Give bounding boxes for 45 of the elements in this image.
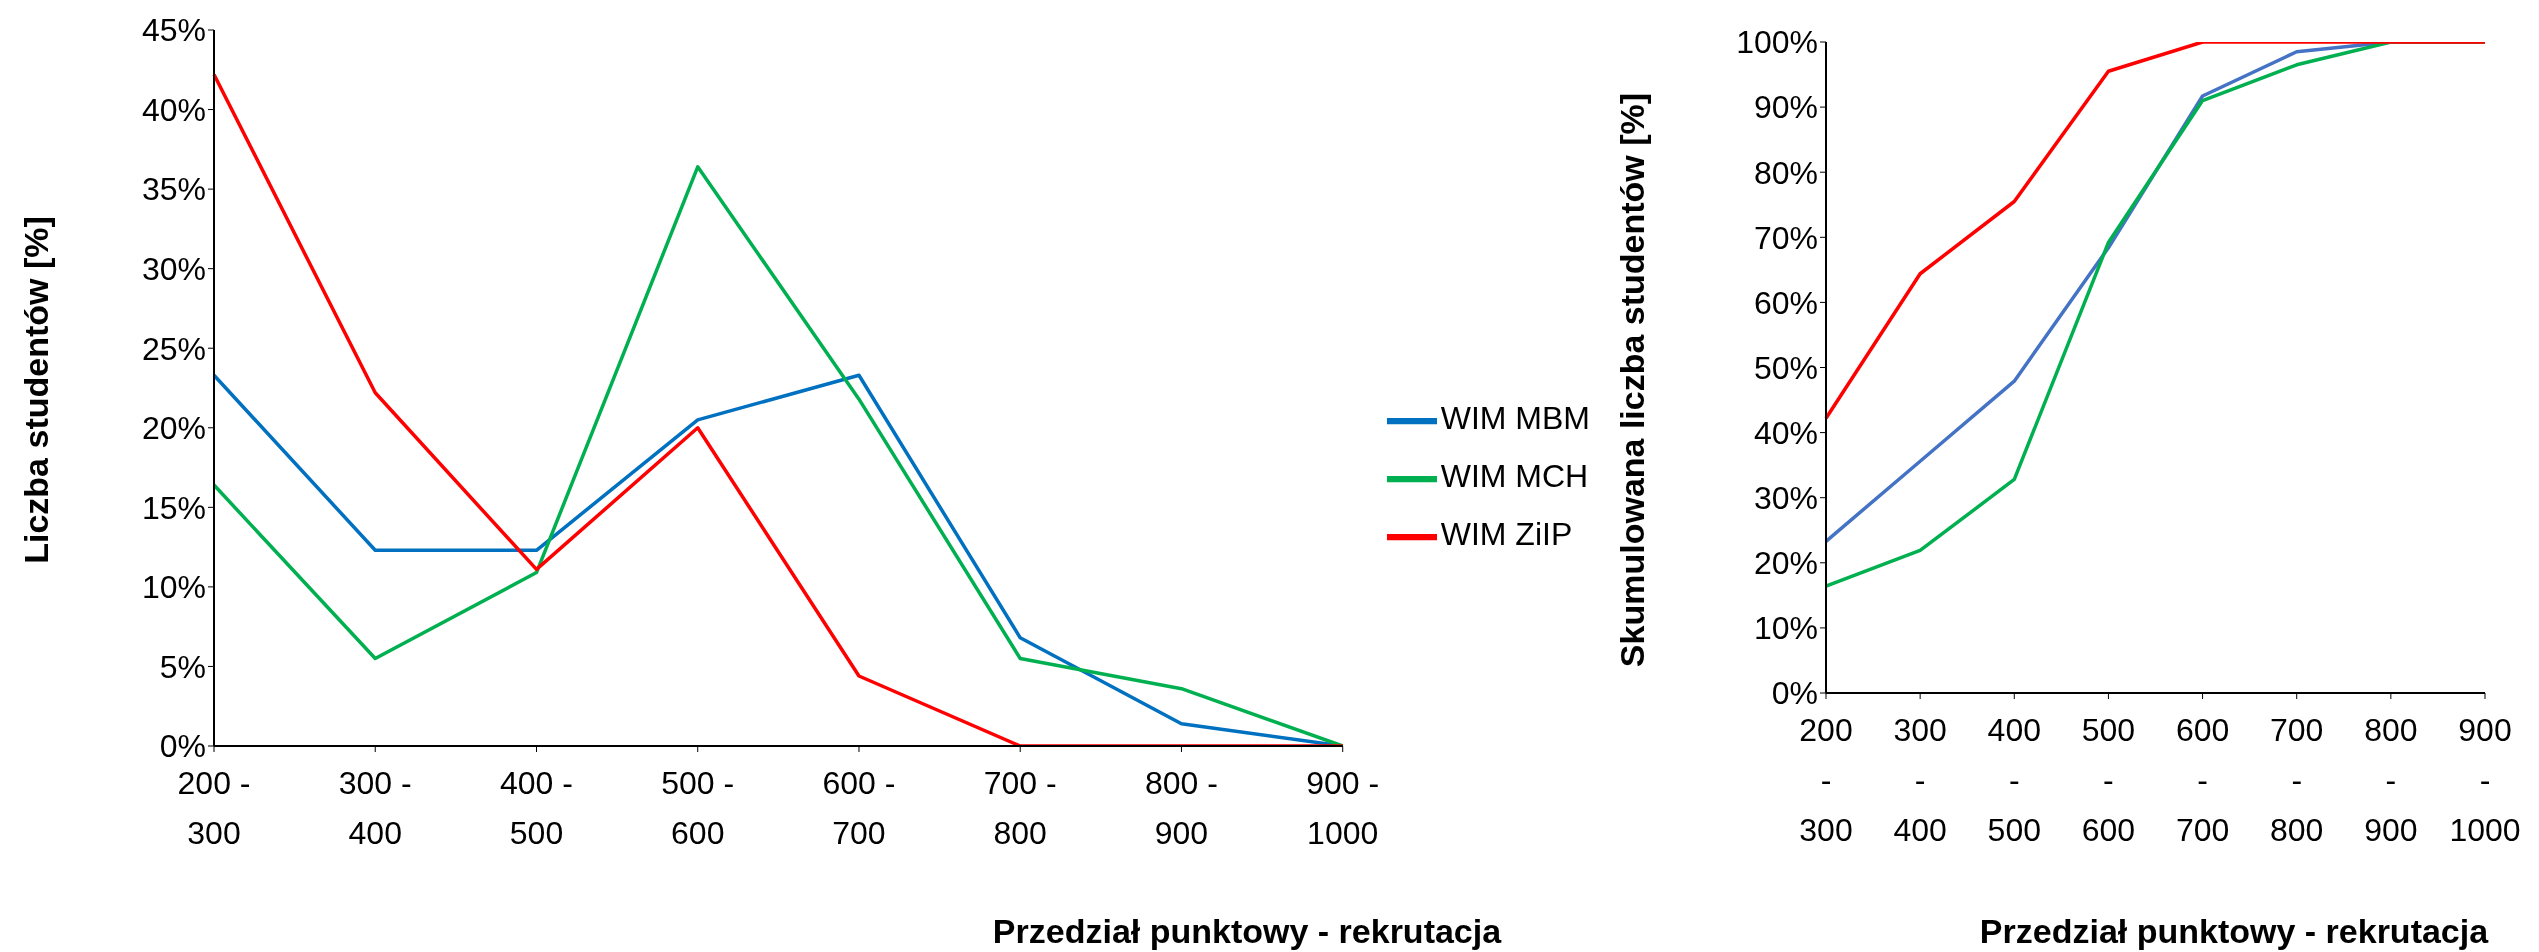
x-tick-label: 600 - 700 <box>822 765 896 851</box>
y-tick-label: 40% <box>141 91 206 128</box>
x-tick-label: 400 - 500 <box>500 765 573 851</box>
y-tick-label: 20% <box>141 410 206 447</box>
y-tick-label: 15% <box>141 489 206 526</box>
legend-label: WIM MCH <box>1440 458 1589 494</box>
x-axis-title: Przedział punktowy - rekrutacja <box>1979 911 2489 951</box>
x-tick-label: 200 - 300 <box>177 765 251 851</box>
x-tick-label: 900 - 1000 <box>2449 712 2521 848</box>
y-tick-label: 35% <box>141 171 206 208</box>
legend-label: WIM ZiIP <box>1440 516 1573 552</box>
x-tick-label: 400 - 500 <box>1987 712 2041 848</box>
y-tick-label: 30% <box>141 251 206 288</box>
y-tick-label: 0% <box>159 728 206 765</box>
x-tick-label: 300 - 400 <box>338 765 412 851</box>
y-tick-label: 25% <box>141 330 206 367</box>
y-tick-label: 70% <box>1753 219 1818 256</box>
y-tick-label: 0% <box>1771 675 1818 712</box>
y-tick-label: 80% <box>1753 154 1818 191</box>
y-tick-label: 50% <box>1753 349 1818 386</box>
y-axis-title: Skumulowana liczba studentów [%] <box>1612 92 1652 668</box>
line-series <box>1824 42 2487 421</box>
y-tick-label: 10% <box>1753 610 1818 647</box>
y-tick-label: 20% <box>1753 545 1818 582</box>
y-tick-label: 30% <box>1753 480 1818 517</box>
x-tick-label: 300 - 400 <box>1893 712 1947 848</box>
y-tick-label: 90% <box>1753 89 1818 126</box>
x-tick-label: 200 - 300 <box>1799 712 1853 848</box>
y-tick-label: 5% <box>159 648 206 685</box>
x-tick-label: 600 - 700 <box>2175 712 2230 848</box>
x-tick-label: 500 - 600 <box>2081 712 2136 848</box>
x-tick-label: 800 - 900 <box>2364 712 2418 848</box>
x-tick-label: 700 - 800 <box>2270 712 2324 848</box>
y-tick-label: 45% <box>141 12 206 49</box>
y-tick-label: 60% <box>1753 284 1818 321</box>
x-tick-label: 700 - 800 <box>983 765 1057 851</box>
x-axis-title: Przedział punktowy - rekrutacja <box>992 911 1502 951</box>
y-tick-label: 40% <box>1753 414 1818 451</box>
x-tick-label: 800 - 900 <box>1144 765 1218 851</box>
legend-label: WIM MBM <box>1440 400 1590 436</box>
y-tick-label: 10% <box>141 569 206 606</box>
y-axis-title: Liczba studentów [%] <box>16 216 56 564</box>
x-tick-label: 900 - 1000 <box>1306 765 1380 851</box>
y-tick-label: 100% <box>1736 24 1818 61</box>
x-tick-label: 500 - 600 <box>661 765 735 851</box>
